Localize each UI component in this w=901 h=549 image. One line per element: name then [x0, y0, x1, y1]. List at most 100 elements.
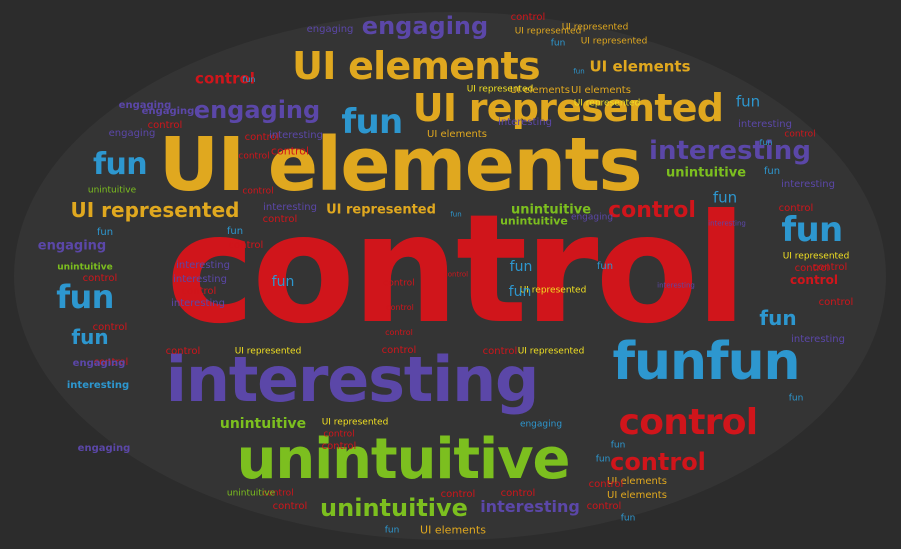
cloud-word: control	[500, 488, 536, 499]
cloud-word: interesting	[708, 219, 746, 228]
cloud-word: unintuitive	[219, 416, 307, 432]
cloud-word: unintuitive	[665, 165, 747, 181]
cloud-word: control	[321, 441, 357, 452]
cloud-word: fun	[788, 393, 804, 404]
cloud-word: UI elements	[607, 476, 667, 487]
cloud-word: engaging	[108, 128, 156, 139]
cloud-word: fun	[96, 227, 114, 238]
cloud-word: control	[244, 132, 280, 143]
cloud-word: UI represented	[519, 285, 587, 296]
cloud-word: engaging	[306, 24, 354, 35]
cloud-word: control	[165, 346, 201, 357]
cloud-word: fun	[735, 92, 761, 111]
cloud-word: control	[443, 270, 469, 279]
cloud-word: UI represented	[580, 36, 648, 47]
cloud-word: fun	[781, 210, 843, 250]
cloud-word: control	[510, 12, 546, 23]
cloud-word: control	[794, 263, 830, 274]
cloud-word: UI elements	[589, 57, 691, 76]
cloud-word: fun	[610, 440, 626, 451]
cloud-word: UI represented	[782, 251, 850, 262]
cloud-word: control	[818, 297, 854, 308]
cloud-word: interesting	[269, 130, 323, 141]
cloud-word: fun	[93, 147, 148, 182]
cloud-word: UI elements	[292, 44, 540, 88]
cloud-word: control	[784, 129, 816, 140]
cloud-word: UI elements	[607, 490, 667, 501]
cloud-word: control	[93, 357, 129, 368]
cloud-word: control	[618, 402, 758, 443]
cloud-word: engaging	[77, 443, 131, 454]
cloud-word: control	[383, 278, 415, 289]
cloud-word: engaging	[37, 238, 107, 254]
cloud-word: fun	[596, 261, 614, 272]
cloud-word: engaging	[519, 419, 563, 430]
cloud-word: fun	[759, 306, 797, 330]
cloud-word: fun	[759, 138, 773, 147]
cloud-word: control	[228, 240, 264, 251]
cloud-word: interesting	[66, 380, 130, 391]
cloud-word: fun	[71, 325, 109, 349]
cloud-word: control	[166, 183, 747, 357]
cloud-word: fun	[712, 188, 738, 207]
cloud-word: control	[92, 322, 128, 333]
cloud-word: control	[610, 448, 706, 476]
cloud-word: fun	[550, 38, 566, 49]
cloud-word: control	[195, 69, 255, 88]
cloud-word: interesting	[480, 497, 580, 516]
cloud-word: UI represented	[514, 26, 582, 37]
cloud-word: control	[608, 198, 696, 223]
cloud-word: fun	[763, 166, 781, 177]
cloud-word: UI represented	[412, 86, 724, 130]
cloud-word: control	[586, 501, 622, 512]
cloud-word: UI represented	[517, 346, 585, 357]
cloud-word: interesting	[171, 298, 225, 309]
cloud-word: fun	[242, 75, 256, 84]
cloud-word: fun	[384, 525, 400, 536]
cloud-word: interesting	[263, 202, 317, 213]
cloud-word: fun	[56, 278, 114, 316]
cloud-word: fun	[341, 102, 403, 142]
cloud-word: UI represented	[573, 98, 641, 109]
cloud-word: control	[238, 151, 270, 162]
cloud-word: unintuitive	[87, 185, 137, 196]
cloud-word: engaging	[118, 100, 172, 111]
cloud-word: fun	[508, 284, 532, 300]
cloud-word: control	[270, 144, 310, 158]
cloud-word: unintuitive	[510, 202, 592, 218]
cloud-word: engaging	[570, 212, 614, 223]
cloud-word: control	[440, 489, 476, 500]
cloud-word: interesting	[791, 334, 845, 345]
cloud-word: interesting	[176, 260, 230, 271]
cloud-word: engaging	[361, 12, 489, 40]
cloud-word: engaging	[72, 358, 126, 369]
cloud-word: control	[588, 479, 624, 490]
cloud-word: UI represented	[466, 84, 534, 95]
cloud-word: UI elements	[510, 85, 570, 96]
cloud-word: control	[323, 429, 355, 440]
cloud-word: UI represented	[326, 202, 436, 218]
cloud-word: interesting	[165, 343, 540, 416]
cloud-word: control	[812, 262, 848, 273]
cloud-word: funfun	[612, 332, 800, 392]
cloud-word: engaging	[193, 96, 321, 124]
cloud-word: fun	[509, 259, 533, 275]
cloud-word: control	[242, 186, 274, 197]
cloud-word: unintuitive	[57, 262, 113, 273]
cloud-word: interesting	[173, 274, 227, 285]
cloud-word: interesting	[498, 117, 552, 128]
cloud-word: unintuitive	[500, 214, 568, 228]
cloud-word: UI represented	[321, 417, 389, 428]
cloud-word: fun	[595, 454, 611, 465]
cloud-word: UI elements	[420, 523, 486, 537]
cloud-word: interesting	[657, 281, 695, 290]
cloud-word: fun	[450, 210, 462, 219]
cloud-word: control	[262, 214, 298, 225]
cloud-word: fun	[271, 274, 295, 290]
cloud-word: fun	[573, 67, 585, 76]
cloud-word: unintuitive	[236, 427, 571, 492]
cloud-word: control	[381, 345, 417, 356]
cloud-word: interesting	[781, 179, 835, 190]
cloud-word: fun	[226, 226, 244, 237]
